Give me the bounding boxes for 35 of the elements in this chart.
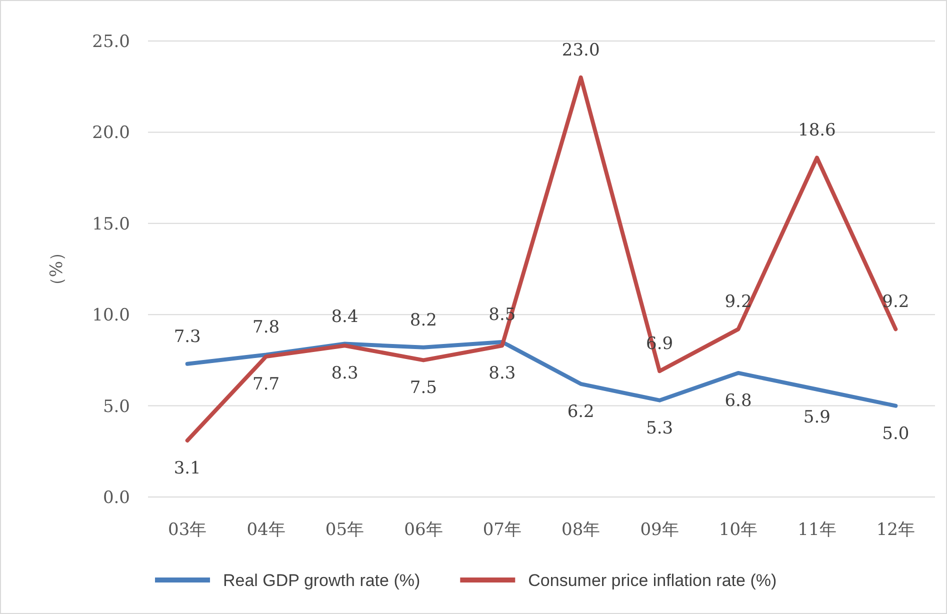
data-label: 7.7	[252, 374, 280, 395]
x-tick-label: 05年	[325, 520, 364, 540]
x-tick-label: 11年	[798, 520, 836, 540]
data-label: 8.3	[331, 364, 358, 384]
x-tick-label: 10年	[718, 520, 758, 540]
data-label: 5.0	[882, 424, 910, 444]
x-tick-label: 03年	[168, 520, 207, 540]
x-tick-label: 12年	[876, 520, 915, 540]
x-tick-label: 07年	[482, 520, 522, 540]
legend-label: Consumer price inflation rate (%)	[528, 571, 777, 590]
y-axis-title: （%）	[47, 244, 67, 294]
y-tick-label: 15.0	[92, 214, 130, 234]
y-tick-label: 5.0	[102, 396, 130, 417]
data-label: 18.6	[798, 120, 836, 141]
x-tick-label: 06年	[404, 520, 443, 540]
data-label: 7.5	[410, 378, 437, 398]
data-label: 7.8	[252, 318, 280, 338]
y-tick-label: 25.0	[92, 32, 130, 52]
data-label: 8.3	[488, 364, 516, 384]
x-tick-label: 08年	[562, 520, 600, 540]
data-label: 23.0	[562, 40, 600, 60]
data-label: 8.2	[410, 310, 437, 330]
data-label: 7.3	[174, 326, 201, 347]
y-tick-label: 10.0	[92, 306, 130, 326]
data-label: 5.9	[803, 407, 830, 428]
legend-label: Real GDP growth rate (%)	[223, 571, 420, 590]
y-tick-label: 20.0	[92, 123, 130, 144]
data-label: 6.8	[724, 390, 752, 411]
data-label: 6.2	[567, 402, 594, 422]
data-label: 3.1	[174, 458, 201, 478]
y-tick-label: 0.0	[102, 488, 130, 508]
x-tick-label: 04年	[246, 520, 286, 540]
x-tick-label: 09年	[640, 520, 679, 540]
data-label: 8.4	[331, 306, 358, 327]
data-label: 5.3	[646, 418, 674, 438]
